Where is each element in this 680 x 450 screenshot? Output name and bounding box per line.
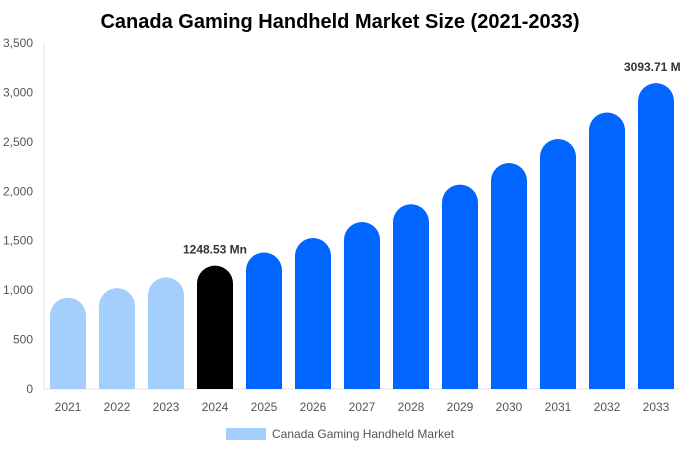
bar-2025[interactable] [246,252,282,389]
data-label: 3093.71 Mn [624,60,680,74]
x-tick-label: 2025 [251,400,278,414]
x-tick-label: 2023 [153,400,180,414]
bar-2023[interactable] [148,277,184,389]
legend[interactable]: Canada Gaming Handheld Market [226,427,455,441]
y-tick-label: 3,000 [3,85,33,99]
bar-2032[interactable] [589,112,625,389]
bar-2022[interactable] [99,288,135,389]
data-labels: 1248.53 Mn 3093.71 Mn [183,60,680,256]
x-tick-label: 2029 [447,400,474,414]
bars [50,83,674,389]
y-tick-label: 1,500 [3,234,33,248]
bar-2030[interactable] [491,163,527,389]
bar-2031[interactable] [540,138,576,389]
bar-2021[interactable] [50,297,86,389]
y-tick-label: 2,500 [3,135,33,149]
legend-label: Canada Gaming Handheld Market [272,427,455,441]
x-tick-label: 2024 [202,400,229,414]
bar-2026[interactable] [295,238,331,389]
y-tick-label: 3,500 [3,36,33,50]
x-tick-label: 2032 [594,400,621,414]
x-tick-label: 2022 [104,400,131,414]
x-tick-label: 2026 [300,400,327,414]
y-tick-label: 2,000 [3,184,33,198]
y-tick-label: 0 [26,382,33,396]
x-tick-label: 2030 [496,400,523,414]
bar-2033[interactable] [638,83,674,389]
x-tick-label: 2031 [545,400,572,414]
x-tick-label: 2027 [349,400,376,414]
data-label: 1248.53 Mn [183,243,247,257]
bar-2027[interactable] [344,222,380,389]
chart-title: Canada Gaming Handheld Market Size (2021… [100,11,579,33]
x-axis: 2021 2022 2023 2024 2025 2026 2027 2028 2029 2030… [55,400,670,414]
bar-2028[interactable] [393,204,429,389]
bar-2024[interactable] [197,265,233,389]
y-tick-label: 500 [13,333,33,347]
legend-swatch [226,428,266,440]
x-tick-label: 2028 [398,400,425,414]
bar-2029[interactable] [442,184,478,389]
y-tick-label: 1,000 [3,283,33,297]
x-tick-label: 2021 [55,400,82,414]
x-tick-label: 2033 [643,400,670,414]
